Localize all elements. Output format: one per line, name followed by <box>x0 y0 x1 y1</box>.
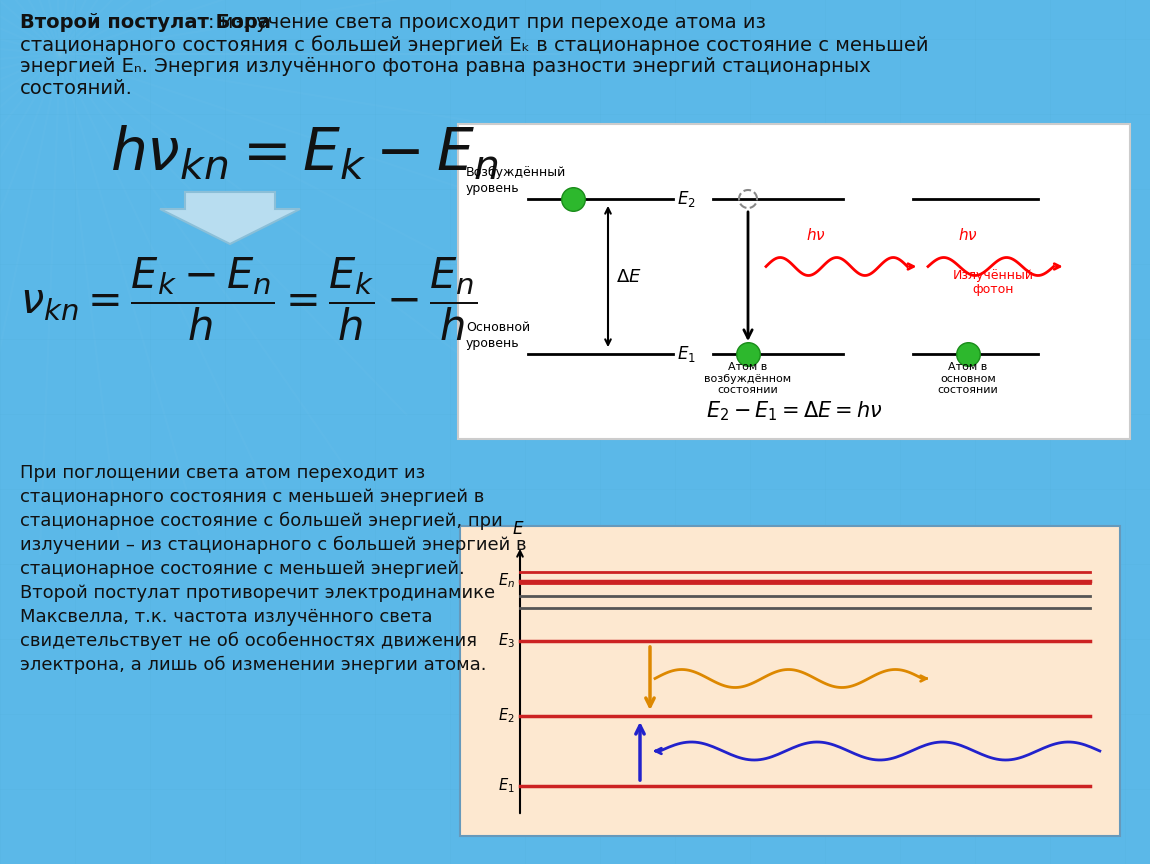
Text: : излучение света происходит при переходе атома из: : излучение света происходит при переход… <box>208 13 766 32</box>
Text: стационарное состояние с меньшей энергией.: стационарное состояние с меньшей энергие… <box>20 560 465 578</box>
Text: стационарного состояния с меньшей энергией в: стационарного состояния с меньшей энерги… <box>20 488 484 506</box>
Text: Атом в
возбуждённом
состоянии: Атом в возбуждённом состоянии <box>705 362 791 395</box>
Text: свидетельствует не об особенностях движения: свидетельствует не об особенностях движе… <box>20 632 477 651</box>
FancyBboxPatch shape <box>458 124 1130 439</box>
FancyBboxPatch shape <box>460 526 1120 836</box>
Text: излучении – из стационарного с большей энергией в: излучении – из стационарного с большей э… <box>20 536 527 554</box>
Text: энергией Eₙ. Энергия излучённого фотона равна разности энергий стационарных: энергией Eₙ. Энергия излучённого фотона … <box>20 57 871 76</box>
Text: $\Delta E$: $\Delta E$ <box>616 268 642 285</box>
Text: Второй постулат Бора: Второй постулат Бора <box>20 13 271 32</box>
Text: состояний.: состояний. <box>20 79 133 98</box>
Text: $E_2 - E_1 = \Delta E = h\nu$: $E_2 - E_1 = \Delta E = h\nu$ <box>706 399 882 422</box>
Text: $h\nu_{kn} = E_k - E_n$: $h\nu_{kn} = E_k - E_n$ <box>110 124 498 182</box>
Text: $E$: $E$ <box>512 520 524 538</box>
Text: Второй постулат противоречит электродинамике: Второй постулат противоречит электродина… <box>20 584 496 602</box>
Text: $h\nu$: $h\nu$ <box>806 226 826 243</box>
Text: Максвелла, т.к. частота излучённого света: Максвелла, т.к. частота излучённого свет… <box>20 608 432 626</box>
Text: стационарного состояния с большей энергией Eₖ в стационарное состояние с меньшей: стационарного состояния с большей энерги… <box>20 35 928 54</box>
Text: $E_2$: $E_2$ <box>498 707 515 726</box>
Text: $E_1$: $E_1$ <box>498 777 515 796</box>
Text: $E_1$: $E_1$ <box>677 344 696 364</box>
Text: $E_n$: $E_n$ <box>498 572 515 590</box>
Text: $\nu_{kn} = \dfrac{E_k - E_n}{h} = \dfrac{E_k}{h} - \dfrac{E_n}{h}$: $\nu_{kn} = \dfrac{E_k - E_n}{h} = \dfra… <box>20 255 477 343</box>
Text: Атом в
основном
состоянии: Атом в основном состоянии <box>937 362 998 395</box>
Text: стационарное состояние с большей энергией, при: стационарное состояние с большей энергие… <box>20 512 503 530</box>
Text: При поглощении света атом переходит из: При поглощении света атом переходит из <box>20 464 426 482</box>
Text: Основной
уровень: Основной уровень <box>466 321 530 350</box>
Text: $E_2$: $E_2$ <box>677 189 696 209</box>
Polygon shape <box>160 192 300 244</box>
Text: Излучённый
фотон: Излучённый фотон <box>952 269 1034 296</box>
Text: $E_3$: $E_3$ <box>498 632 515 651</box>
Text: $h\nu$: $h\nu$ <box>958 226 978 243</box>
Text: электрона, а лишь об изменении энергии атома.: электрона, а лишь об изменении энергии а… <box>20 656 486 674</box>
Text: Возбуждённый
уровень: Возбуждённый уровень <box>466 166 566 195</box>
